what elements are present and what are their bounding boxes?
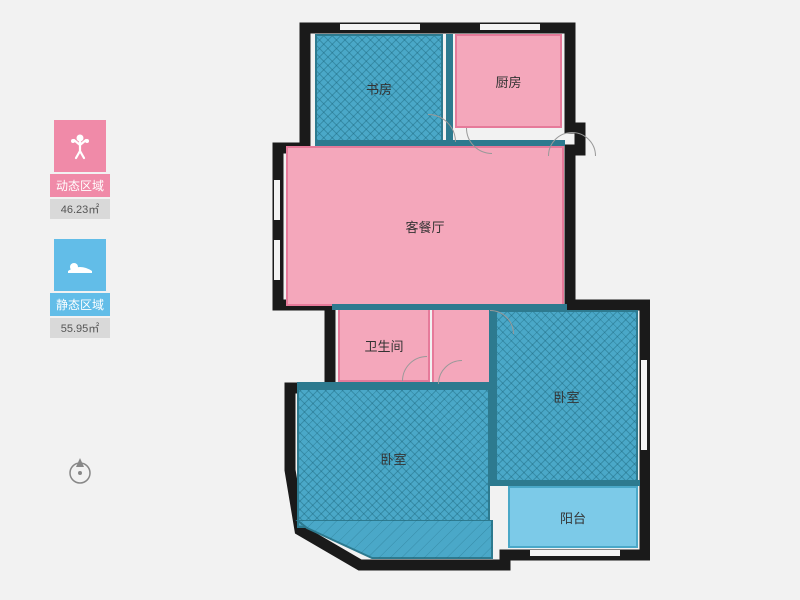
room-balcony: 阳台 xyxy=(508,486,638,548)
room-label: 书房 xyxy=(366,79,392,98)
window-gap xyxy=(340,24,420,30)
legend-dynamic-title: 动态区域 xyxy=(50,174,110,197)
room-label: 阳台 xyxy=(560,508,586,527)
people-icon xyxy=(54,120,106,172)
room-label: 客餐厅 xyxy=(405,217,444,236)
sleep-icon xyxy=(54,239,106,291)
legend-static: 静态区域 55.95㎡ xyxy=(45,239,115,338)
inner-wall xyxy=(297,382,493,388)
window-gap xyxy=(641,360,647,450)
room-label: 卧室 xyxy=(380,449,406,468)
window-gap xyxy=(274,180,280,220)
room-living: 客餐厅 xyxy=(286,146,564,306)
room-label: 卫生间 xyxy=(364,336,403,355)
legend-dynamic: 动态区域 46.23㎡ xyxy=(45,120,115,219)
legend-static-value: 55.95㎡ xyxy=(50,318,110,338)
inner-wall xyxy=(495,480,640,486)
compass-icon xyxy=(65,455,95,485)
floorplan: 书房 厨房 客餐厅 卫生间 卧室 卧室 阳台 xyxy=(270,20,650,575)
legend-static-title: 静态区域 xyxy=(50,293,110,316)
window-gap xyxy=(274,240,280,280)
room-study: 书房 xyxy=(315,34,443,142)
room-label: 厨房 xyxy=(495,72,521,91)
room-bed1: 卧室 xyxy=(495,310,638,482)
room-label: 卧室 xyxy=(553,387,579,406)
window-gap xyxy=(480,24,540,30)
window-gap xyxy=(530,550,620,556)
legend-dynamic-value: 46.23㎡ xyxy=(50,199,110,219)
inner-wall xyxy=(332,304,567,310)
room-bed2: 卧室 xyxy=(297,388,490,528)
legend-panel: 动态区域 46.23㎡ 静态区域 55.95㎡ xyxy=(45,120,115,358)
room-kitchen: 厨房 xyxy=(455,34,562,128)
room-bed2-angle xyxy=(292,520,512,580)
